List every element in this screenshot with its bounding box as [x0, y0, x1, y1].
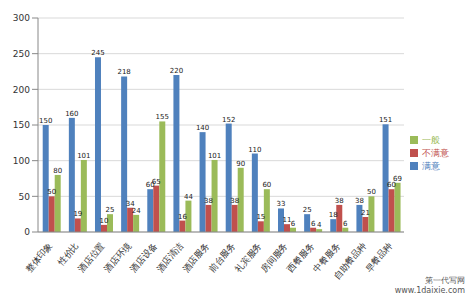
svg-text:礼宾服务: 礼宾服务 [233, 240, 264, 274]
html-text:不满意: 不满意 [422, 147, 449, 158]
svg-text:218: 218 [117, 68, 130, 76]
svg-text:34: 34 [125, 199, 135, 208]
svg-text:60: 60 [145, 181, 155, 190]
html-text:一般: 一般 [422, 134, 440, 145]
svg-text:38: 38 [230, 197, 239, 205]
svg-text:33: 33 [277, 200, 286, 208]
svg-text:0: 0 [24, 227, 30, 237]
svg-text:25: 25 [106, 206, 115, 214]
svg-text:21: 21 [361, 209, 370, 217]
svg-text:101: 101 [77, 152, 90, 160]
svg-text:300: 300 [13, 13, 30, 23]
svg-text:50: 50 [19, 192, 31, 202]
svg-text:自助餐品种: 自助餐品种 [332, 240, 369, 281]
svg-text:38: 38 [335, 197, 344, 205]
svg-text:整体印象: 整体印象 [24, 240, 55, 274]
svg-text:16: 16 [178, 213, 187, 221]
svg-text:6: 6 [291, 220, 296, 228]
svg-text:酒店位置: 酒店位置 [76, 240, 107, 274]
svg-text:150: 150 [13, 120, 30, 130]
svg-text:220: 220 [170, 67, 183, 75]
svg-text:6: 6 [311, 220, 316, 228]
svg-text:酒店服务: 酒店服务 [181, 240, 212, 274]
svg-text:151: 151 [379, 116, 392, 124]
svg-text:性价比: 性价比 [55, 240, 81, 268]
html-text:满意: 满意 [422, 160, 440, 171]
svg-text:6: 6 [343, 220, 348, 228]
svg-text:4: 4 [317, 221, 322, 229]
svg-text:19: 19 [73, 210, 82, 218]
svg-text:65: 65 [152, 178, 161, 186]
svg-text:60: 60 [387, 181, 396, 190]
html-text:第一代写网: 第一代写网 [425, 276, 465, 285]
svg-text:中餐服务: 中餐服务 [311, 240, 343, 275]
svg-text:西餐服务: 西餐服务 [285, 240, 316, 274]
svg-text:15: 15 [256, 213, 265, 221]
svg-text:152: 152 [222, 116, 235, 124]
svg-text:80: 80 [53, 167, 62, 175]
svg-text:155: 155 [156, 113, 169, 121]
svg-text:38: 38 [355, 197, 364, 205]
svg-text:早餐品种: 早餐品种 [364, 240, 395, 274]
svg-text:160: 160 [65, 110, 78, 118]
svg-text:245: 245 [91, 49, 104, 57]
svg-text:100: 100 [13, 156, 30, 166]
svg-text:140: 140 [196, 124, 209, 132]
svg-text:24: 24 [132, 207, 141, 215]
svg-text:酒店环境: 酒店环境 [102, 240, 133, 274]
svg-text:10: 10 [100, 217, 109, 225]
svg-text:前台服务: 前台服务 [207, 240, 238, 274]
svg-text:101: 101 [208, 152, 221, 160]
svg-text:90: 90 [236, 160, 245, 168]
svg-text:50: 50 [47, 188, 56, 196]
svg-text:房间服务: 房间服务 [259, 240, 290, 274]
svg-text:25: 25 [303, 206, 312, 214]
svg-text:酒店清洁: 酒店清洁 [154, 240, 185, 274]
svg-text:150: 150 [39, 117, 52, 125]
svg-text:60: 60 [262, 181, 271, 189]
html-text:www.1daixie.com: www.1daixie.com [394, 286, 465, 295]
svg-text:38: 38 [204, 197, 213, 205]
svg-text:69: 69 [393, 175, 402, 183]
svg-text:18: 18 [329, 211, 338, 219]
svg-text:200: 200 [13, 85, 30, 95]
svg-text:酒店设备: 酒店设备 [128, 240, 159, 274]
svg-text:50: 50 [367, 188, 376, 196]
svg-text:250: 250 [13, 49, 30, 59]
svg-text:110: 110 [248, 146, 261, 154]
svg-text:44: 44 [184, 193, 193, 201]
svg-text:11: 11 [282, 216, 292, 225]
